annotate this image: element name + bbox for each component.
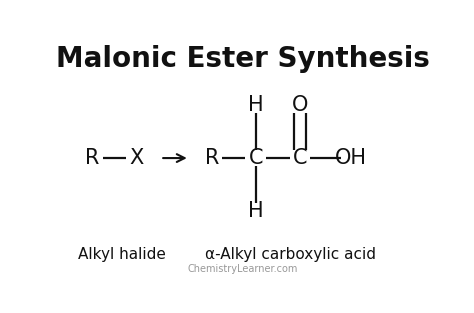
Text: R: R xyxy=(85,148,100,168)
Text: O: O xyxy=(292,95,308,115)
Text: OH: OH xyxy=(335,148,367,168)
Text: H: H xyxy=(248,95,264,115)
Text: Malonic Ester Synthesis: Malonic Ester Synthesis xyxy=(56,45,430,73)
Text: H: H xyxy=(248,201,264,221)
Text: C: C xyxy=(292,148,307,168)
Text: C: C xyxy=(248,148,263,168)
Text: α-Alkyl carboxylic acid: α-Alkyl carboxylic acid xyxy=(205,247,376,262)
Text: ChemistryLearner.com: ChemistryLearner.com xyxy=(188,264,298,274)
Text: R: R xyxy=(204,148,219,168)
Text: Alkyl halide: Alkyl halide xyxy=(78,247,165,262)
Text: X: X xyxy=(129,148,144,168)
